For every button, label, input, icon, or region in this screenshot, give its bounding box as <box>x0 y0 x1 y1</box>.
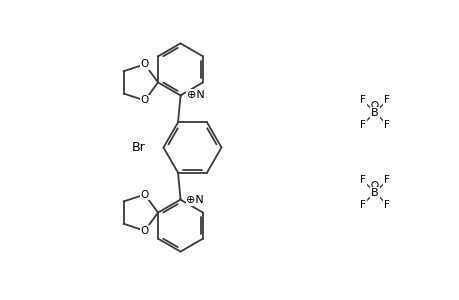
Text: F: F <box>383 120 389 130</box>
Text: F: F <box>383 95 389 105</box>
Text: F: F <box>383 200 389 210</box>
Text: O: O <box>140 190 149 200</box>
Text: O: O <box>140 226 149 236</box>
Text: B: B <box>370 107 378 118</box>
Text: B: B <box>370 188 378 197</box>
Text: O: O <box>140 59 149 69</box>
Text: F: F <box>359 95 365 105</box>
Text: F: F <box>383 176 389 185</box>
Text: F: F <box>359 176 365 185</box>
Text: Br: Br <box>131 141 145 154</box>
Text: F: F <box>359 200 365 210</box>
Text: O: O <box>140 95 149 106</box>
Text: ⊕N: ⊕N <box>186 90 204 100</box>
Text: ⊕N: ⊕N <box>186 195 204 205</box>
Text: F: F <box>359 120 365 130</box>
